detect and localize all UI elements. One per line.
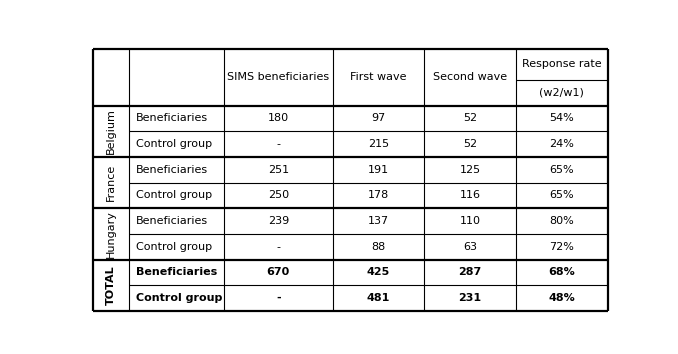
Text: 178: 178 (368, 190, 389, 200)
Text: 54%: 54% (549, 113, 574, 124)
Text: -: - (277, 242, 280, 252)
Text: 215: 215 (368, 139, 389, 149)
Text: 88: 88 (372, 242, 386, 252)
Text: 250: 250 (268, 190, 289, 200)
Text: 63: 63 (463, 242, 477, 252)
Text: 65%: 65% (549, 165, 574, 175)
Text: 287: 287 (458, 268, 482, 278)
Text: Control group: Control group (136, 139, 212, 149)
Text: 239: 239 (268, 216, 289, 226)
Text: Control group: Control group (136, 293, 222, 303)
Text: 425: 425 (367, 268, 390, 278)
Text: -: - (277, 139, 280, 149)
Text: Beneficiaries: Beneficiaries (136, 268, 217, 278)
Text: 24%: 24% (549, 139, 574, 149)
Text: 191: 191 (368, 165, 389, 175)
Text: 137: 137 (368, 216, 389, 226)
Text: Response rate: Response rate (522, 59, 601, 69)
Text: 670: 670 (266, 268, 290, 278)
Text: (w2/w1): (w2/w1) (539, 88, 584, 98)
Text: 481: 481 (367, 293, 391, 303)
Text: 68%: 68% (549, 268, 575, 278)
Text: 80%: 80% (549, 216, 574, 226)
Text: 125: 125 (460, 165, 481, 175)
Text: TOTAL: TOTAL (106, 266, 116, 305)
Text: France: France (106, 164, 116, 201)
Text: 231: 231 (458, 293, 481, 303)
Text: 251: 251 (268, 165, 289, 175)
Text: 116: 116 (460, 190, 481, 200)
Text: Control group: Control group (136, 242, 212, 252)
Text: Second wave: Second wave (433, 73, 507, 82)
Text: Beneficiaries: Beneficiaries (136, 216, 207, 226)
Text: 72%: 72% (549, 242, 574, 252)
Text: 180: 180 (268, 113, 289, 124)
Text: SIMS beneficiaries: SIMS beneficiaries (227, 73, 330, 82)
Text: 97: 97 (372, 113, 386, 124)
Text: 52: 52 (463, 113, 477, 124)
Text: 110: 110 (460, 216, 481, 226)
Text: -: - (276, 293, 281, 303)
Text: 52: 52 (463, 139, 477, 149)
Text: Hungary: Hungary (106, 210, 116, 258)
Text: First wave: First wave (351, 73, 407, 82)
Text: Beneficiaries: Beneficiaries (136, 113, 207, 124)
Text: 65%: 65% (549, 190, 574, 200)
Text: Belgium: Belgium (106, 108, 116, 154)
Text: 48%: 48% (549, 293, 575, 303)
Text: Beneficiaries: Beneficiaries (136, 165, 207, 175)
Text: Control group: Control group (136, 190, 212, 200)
